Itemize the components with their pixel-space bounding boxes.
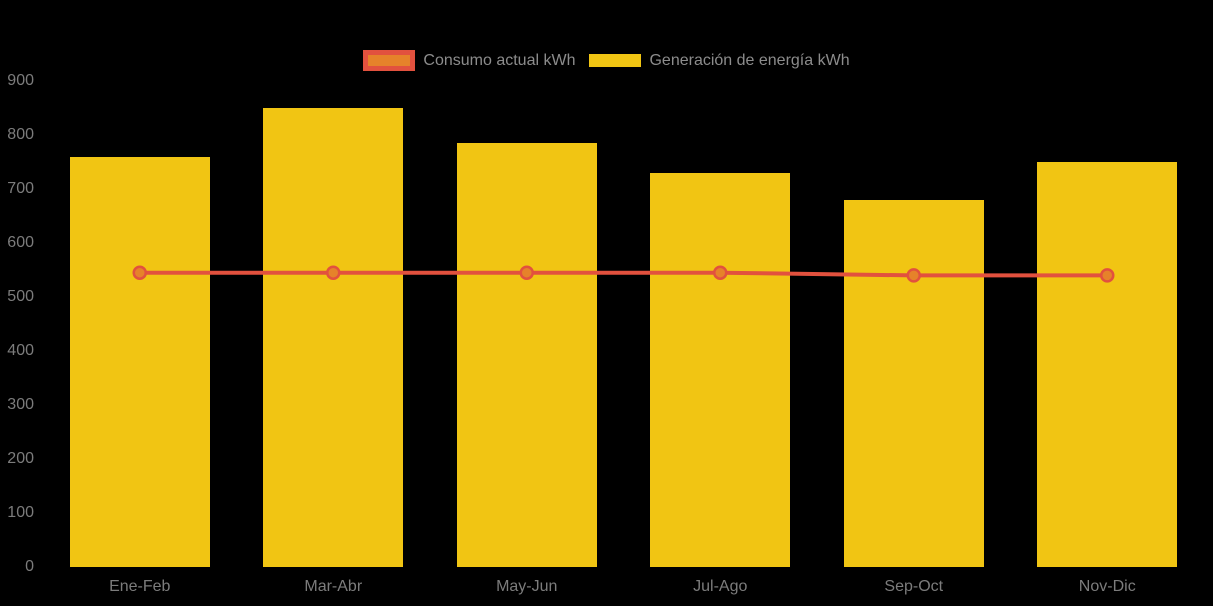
legend-item-consumo-actual-kwh[interactable]: Consumo actual kWh xyxy=(363,50,575,71)
bar-sep-oct[interactable] xyxy=(843,199,984,567)
legend-swatch-line xyxy=(363,50,416,71)
y-axis-tick-label: 600 xyxy=(7,234,34,251)
point-nov-dic[interactable] xyxy=(1100,268,1115,283)
point-mar-abr[interactable] xyxy=(326,265,341,280)
bar-ene-feb[interactable] xyxy=(69,156,210,567)
bar-nov-dic[interactable] xyxy=(1037,162,1178,567)
point-may-jun[interactable] xyxy=(519,265,534,280)
x-axis-label-jul-ago: Jul-Ago xyxy=(693,578,748,595)
x-axis-label-nov-dic: Nov-Dic xyxy=(1078,578,1136,595)
bar-may-jun[interactable] xyxy=(456,143,597,567)
y-axis-tick-label: 900 xyxy=(7,72,34,89)
point-jul-ago[interactable] xyxy=(713,265,728,280)
legend-item-generacion-de-energia-kwh[interactable]: Generación de energía kWh xyxy=(589,51,850,70)
y-axis-tick-label: 100 xyxy=(7,504,34,521)
y-axis-tick-label: 0 xyxy=(25,558,34,575)
y-axis-tick-label: 800 xyxy=(7,126,34,143)
chart-legend: Consumo actual kWh Generación de energía … xyxy=(0,50,1213,71)
point-ene-feb[interactable] xyxy=(132,265,147,280)
x-axis-label-sep-oct: Sep-Oct xyxy=(884,578,944,595)
legend-swatch-bar xyxy=(589,54,642,67)
bar-mar-abr[interactable] xyxy=(263,108,404,567)
x-axis-label-ene-feb: Ene-Feb xyxy=(109,578,171,595)
x-axis-label-may-jun: May-Jun xyxy=(496,578,558,595)
legend-label: Consumo actual kWh xyxy=(423,51,576,69)
y-axis-tick-label: 700 xyxy=(7,180,34,197)
y-axis-tick-label: 500 xyxy=(7,288,34,305)
y-axis-tick-label: 300 xyxy=(7,396,34,413)
point-sep-oct[interactable] xyxy=(906,268,921,283)
legend-label: Generación de energía kWh xyxy=(649,51,850,69)
x-axis-label-mar-abr: Mar-Abr xyxy=(304,578,363,595)
y-axis-tick-label: 400 xyxy=(7,342,34,359)
y-axis-tick-label: 200 xyxy=(7,450,34,467)
bar-jul-ago[interactable] xyxy=(650,172,791,567)
